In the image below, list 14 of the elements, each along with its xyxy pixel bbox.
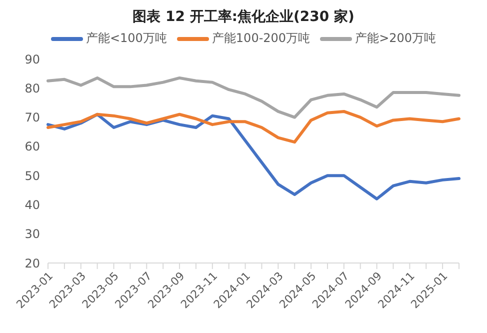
y-tick-label: 90	[24, 52, 40, 66]
legend-label: 产能>200万吨	[354, 30, 436, 47]
line-series	[46, 110, 460, 144]
y-tick-label: 20	[24, 256, 40, 270]
y-tick-label: 80	[24, 81, 40, 96]
legend-label: 产能100-200万吨	[210, 30, 310, 47]
y-tick-label: 30	[24, 227, 40, 242]
chart-title: 图表 12 开工率:焦化企业(230 家)	[132, 8, 356, 26]
line-series	[46, 76, 460, 119]
y-tick-label: 60	[24, 140, 40, 154]
y-tick-label: 40	[24, 198, 40, 212]
y-tick-label: 50	[24, 168, 40, 183]
legend-label: 产能<100万吨	[84, 30, 167, 47]
y-tick-label: 70	[24, 110, 40, 125]
